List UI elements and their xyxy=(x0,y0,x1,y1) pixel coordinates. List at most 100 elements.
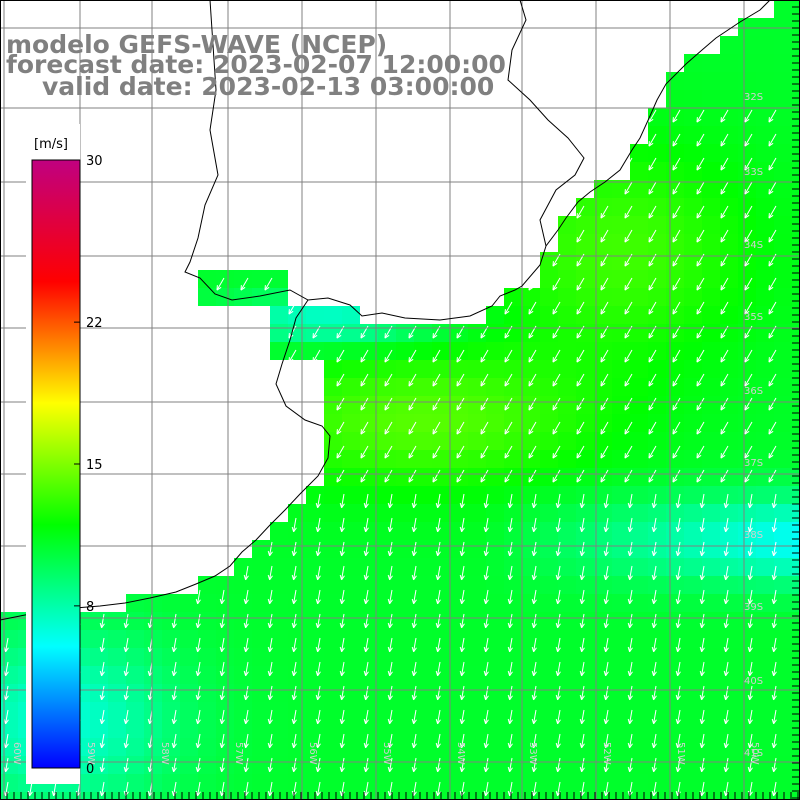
speed-cell xyxy=(666,522,684,540)
speed-cell xyxy=(702,576,720,594)
speed-cell xyxy=(378,792,396,800)
speed-cell xyxy=(540,684,558,702)
speed-cell xyxy=(738,18,756,36)
speed-cell xyxy=(360,378,378,396)
speed-cell xyxy=(576,666,594,684)
wind-arrow xyxy=(624,301,633,315)
speed-cell xyxy=(0,684,18,702)
wind-arrow xyxy=(771,661,777,677)
wind-arrow xyxy=(504,349,513,363)
wind-arrow xyxy=(435,781,441,797)
speed-cell xyxy=(450,522,468,540)
wind-arrow xyxy=(507,757,513,773)
wind-arrow xyxy=(336,445,345,459)
speed-cell xyxy=(774,450,792,468)
wind-arrow xyxy=(267,733,273,749)
speed-cell xyxy=(324,504,342,522)
speed-cell xyxy=(720,306,738,324)
speed-cell xyxy=(756,792,774,800)
speed-cell xyxy=(252,666,270,684)
wind-arrow xyxy=(99,685,105,701)
speed-cell xyxy=(576,792,594,800)
speed-cell xyxy=(414,414,432,432)
speed-cell xyxy=(738,216,756,234)
speed-cell xyxy=(558,216,576,234)
speed-cell xyxy=(126,738,144,756)
speed-cell xyxy=(450,432,468,450)
speed-cell xyxy=(792,774,800,792)
speed-cell xyxy=(774,414,792,432)
speed-cell xyxy=(648,324,666,342)
wind-arrow xyxy=(600,445,609,459)
speed-cell xyxy=(774,468,792,486)
wind-arrow xyxy=(339,565,345,581)
speed-cell xyxy=(450,648,468,666)
speed-cell xyxy=(594,198,612,216)
speed-cell xyxy=(306,306,324,324)
speed-cell xyxy=(666,468,684,486)
wind-arrow xyxy=(648,349,657,363)
speed-cell xyxy=(432,666,450,684)
speed-cell xyxy=(360,504,378,522)
speed-cell xyxy=(756,252,774,270)
speed-cell xyxy=(396,468,414,486)
wind-arrow xyxy=(723,613,729,629)
speed-cell xyxy=(576,252,594,270)
wind-arrow xyxy=(651,733,657,749)
speed-cell xyxy=(414,468,432,486)
wind-arrow xyxy=(243,757,249,773)
wind-arrow xyxy=(771,541,777,557)
speed-cell xyxy=(684,144,702,162)
speed-cell xyxy=(594,252,612,270)
wind-arrow xyxy=(99,637,105,653)
speed-cell xyxy=(756,180,774,198)
wind-arrow xyxy=(747,517,753,533)
speed-cell xyxy=(774,666,792,684)
speed-cell xyxy=(378,630,396,648)
wind-arrow xyxy=(720,181,729,195)
speed-cell xyxy=(720,720,738,738)
wind-arrow xyxy=(483,733,489,749)
speed-cell xyxy=(378,342,396,360)
speed-cell xyxy=(324,306,342,324)
speed-cell xyxy=(522,720,540,738)
speed-cell xyxy=(306,324,324,342)
speed-cell xyxy=(774,648,792,666)
wind-arrow xyxy=(603,493,609,509)
speed-cell xyxy=(648,162,666,180)
speed-cell xyxy=(216,612,234,630)
speed-cell xyxy=(540,306,558,324)
speed-cell xyxy=(450,450,468,468)
speed-cell xyxy=(738,324,756,342)
speed-cell xyxy=(756,594,774,612)
wind-arrow xyxy=(219,757,225,773)
speed-cell xyxy=(414,342,432,360)
wind-arrow xyxy=(624,157,633,171)
wind-arrow xyxy=(360,421,369,435)
speed-cell xyxy=(270,684,288,702)
speed-cell xyxy=(504,666,522,684)
speed-cell xyxy=(468,648,486,666)
speed-cell xyxy=(162,720,180,738)
speed-cell xyxy=(198,630,216,648)
speed-cell xyxy=(198,270,216,288)
wind-arrow xyxy=(603,781,609,797)
speed-cell xyxy=(270,666,288,684)
speed-cell xyxy=(306,342,324,360)
speed-cell xyxy=(576,360,594,378)
speed-cell xyxy=(792,252,800,270)
speed-cell xyxy=(792,756,800,774)
speed-cell xyxy=(468,756,486,774)
speed-cell xyxy=(630,522,648,540)
speed-cell xyxy=(594,288,612,306)
speed-cell xyxy=(756,414,774,432)
wind-arrow xyxy=(720,133,729,147)
speed-cell xyxy=(558,486,576,504)
wind-arrow xyxy=(483,493,489,509)
speed-cell xyxy=(612,378,630,396)
speed-cell xyxy=(324,702,342,720)
speed-cell xyxy=(378,432,396,450)
wind-arrow xyxy=(432,373,441,387)
speed-cell xyxy=(324,594,342,612)
speed-cell xyxy=(720,684,738,702)
